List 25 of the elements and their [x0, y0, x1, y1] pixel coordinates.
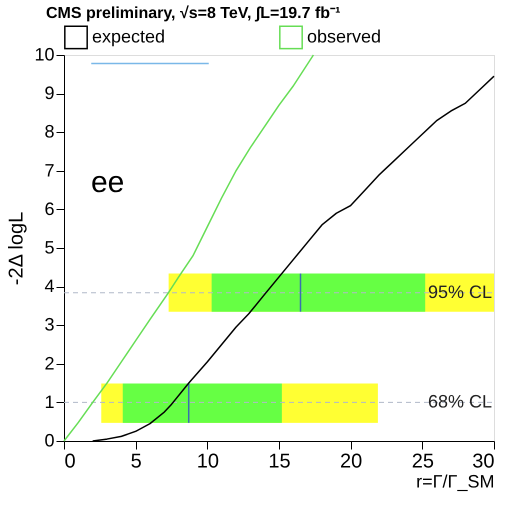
y-tick-label: 6: [44, 198, 54, 219]
x-tick-label: 10: [196, 450, 219, 472]
annotation: ee: [91, 166, 124, 199]
x-axis-title: r=Γ/Γ_SM: [416, 472, 494, 492]
y-tick-label: 8: [44, 122, 54, 142]
x-tick-label: 15: [268, 450, 291, 472]
y-tick-label: 7: [44, 160, 54, 180]
y-tick-label: 10: [34, 44, 54, 64]
y-tick-label: 9: [44, 83, 54, 104]
ref-line-label: 68% CL: [428, 391, 492, 412]
chart-title: CMS preliminary, √s=8 TeV, ∫L=19.7 fb⁻¹: [46, 5, 340, 22]
legend-label: observed: [307, 26, 382, 46]
x-tick-label: 30: [472, 450, 494, 472]
x-tick-label: 5: [130, 450, 142, 472]
y-tick-label: 1: [44, 392, 54, 412]
x-tick-label: 0: [64, 450, 76, 472]
y-axis-title: -2Δ logL: [5, 212, 28, 286]
y-tick-label: 2: [44, 353, 54, 374]
y-tick-label: 4: [44, 276, 54, 296]
legend-label: expected: [92, 26, 166, 46]
x-tick-label: 20: [340, 450, 362, 472]
y-tick-label: 3: [44, 314, 54, 335]
x-tick-label: 25: [412, 450, 434, 472]
y-tick-label: 0: [44, 430, 54, 450]
y-tick-label: 5: [44, 238, 54, 258]
